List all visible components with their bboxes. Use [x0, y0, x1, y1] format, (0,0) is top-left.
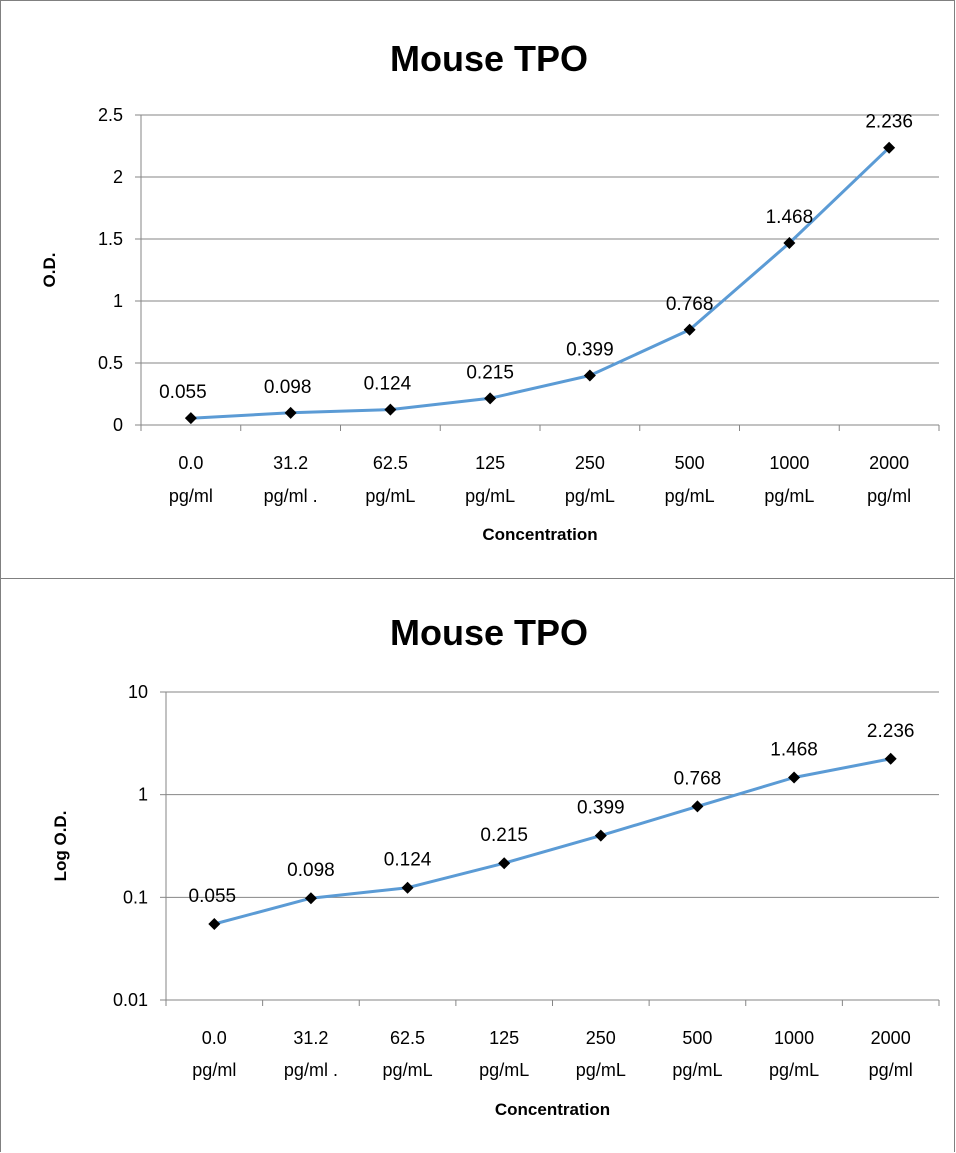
x-category-unit-label: pg/ml [867, 486, 911, 506]
data-point-marker [184, 412, 197, 425]
data-label: 0.124 [364, 374, 412, 395]
data-point-marker [683, 323, 696, 336]
data-point-marker [783, 236, 796, 249]
y-axis-title: O.D. [40, 253, 59, 288]
data-point-marker [583, 369, 596, 382]
series-line [213, 757, 891, 926]
x-category-unit-label: pg/mL [665, 486, 715, 506]
chart-log-svg: Mouse TPO 0.01 0.1 1 10 0.0 pg/ml 31.2 pg/ml . 62… [51, 612, 940, 1119]
x-category-label: 31.2 [293, 1028, 328, 1048]
x-axis-title: Concentration [495, 1100, 610, 1119]
y-tick-label: 2 [113, 167, 123, 187]
x-category-label: 500 [682, 1028, 712, 1048]
x-category-label: 500 [675, 453, 705, 473]
x-category-unit-label: pg/ml . [264, 486, 318, 506]
data-point-marker [691, 800, 704, 813]
chart-title: Mouse TPO [390, 38, 588, 79]
data-label: 1.468 [766, 207, 814, 228]
data-label: 0.399 [566, 340, 614, 361]
x-category-label: 2000 [871, 1028, 911, 1048]
data-point-marker [884, 752, 897, 765]
x-category-unit-label: pg/mL [764, 486, 814, 506]
data-point-marker [384, 403, 397, 416]
data-point-marker [484, 392, 497, 405]
x-axis-title: Concentration [482, 525, 597, 544]
data-label: 0.215 [466, 362, 514, 383]
y-tick-label: 1.5 [98, 229, 123, 249]
data-label: 0.055 [189, 886, 237, 907]
data-point-marker [401, 881, 414, 894]
x-category-unit-label: pg/ml [869, 1060, 913, 1080]
data-label: 0.768 [674, 768, 722, 789]
x-category-label: 250 [586, 1028, 616, 1048]
y-axis-title: Log O.D. [51, 811, 70, 882]
chart-linear-svg: Mouse TPO 0 0.5 1 1.5 2 2.5 0.0 pg/ml 31.2 pg/ml .… [40, 38, 940, 544]
series-line [190, 146, 891, 420]
data-label: 1.468 [770, 740, 818, 761]
x-category-label: 2000 [869, 453, 909, 473]
y-tick-label: 1 [113, 291, 123, 311]
x-category-label: 125 [475, 453, 505, 473]
data-point-marker [208, 917, 221, 930]
x-category-unit-label: pg/ml [192, 1060, 236, 1080]
chart-panel-log: Mouse TPO 0.01 0.1 1 10 0.0 pg/ml 31.2 pg/ml . 62… [0, 578, 955, 1152]
data-label: 0.215 [480, 825, 528, 846]
data-label: 2.236 [867, 721, 915, 742]
data-label: 2.236 [865, 112, 913, 133]
chart-title: Mouse TPO [390, 612, 588, 653]
y-tick-label: 0.01 [113, 990, 148, 1010]
x-category-unit-label: pg/ml [169, 486, 213, 506]
data-label: 0.399 [577, 798, 625, 819]
data-point-marker [304, 892, 317, 905]
y-tick-label: 1 [138, 785, 148, 805]
x-category-label: 31.2 [273, 453, 308, 473]
x-category-label: 1000 [774, 1028, 814, 1048]
data-label: 0.098 [264, 377, 312, 398]
data-point-marker [284, 406, 297, 419]
y-tick-label: 0.1 [123, 887, 148, 907]
x-category-label: 62.5 [390, 1028, 425, 1048]
data-label: 0.768 [666, 294, 714, 315]
x-category-unit-label: pg/mL [672, 1060, 722, 1080]
x-category-unit-label: pg/mL [479, 1060, 529, 1080]
x-category-label: 62.5 [373, 453, 408, 473]
y-tick-label: 0 [113, 415, 123, 435]
y-tick-label: 10 [128, 682, 148, 702]
x-category-unit-label: pg/mL [365, 486, 415, 506]
x-category-unit-label: pg/mL [769, 1060, 819, 1080]
x-category-label: 0.0 [178, 453, 203, 473]
data-point-marker [498, 857, 511, 870]
data-label: 0.098 [287, 860, 335, 881]
data-label: 0.124 [384, 850, 432, 871]
data-label: 0.055 [159, 382, 207, 403]
y-tick-label: 0.5 [98, 353, 123, 373]
x-category-label: 0.0 [202, 1028, 227, 1048]
data-point-marker [883, 141, 896, 154]
x-category-unit-label: pg/ml . [284, 1060, 338, 1080]
x-category-label: 125 [489, 1028, 519, 1048]
data-point-marker [594, 829, 607, 842]
x-category-unit-label: pg/mL [383, 1060, 433, 1080]
y-tick-label: 2.5 [98, 105, 123, 125]
x-category-label: 1000 [769, 453, 809, 473]
chart-panel-linear: Mouse TPO 0 0.5 1 1.5 2 2.5 0.0 pg/ml 31.2 pg/ml .… [0, 0, 955, 579]
x-category-unit-label: pg/mL [565, 486, 615, 506]
x-category-unit-label: pg/mL [576, 1060, 626, 1080]
x-category-label: 250 [575, 453, 605, 473]
data-point-marker [788, 771, 801, 784]
x-category-unit-label: pg/mL [465, 486, 515, 506]
